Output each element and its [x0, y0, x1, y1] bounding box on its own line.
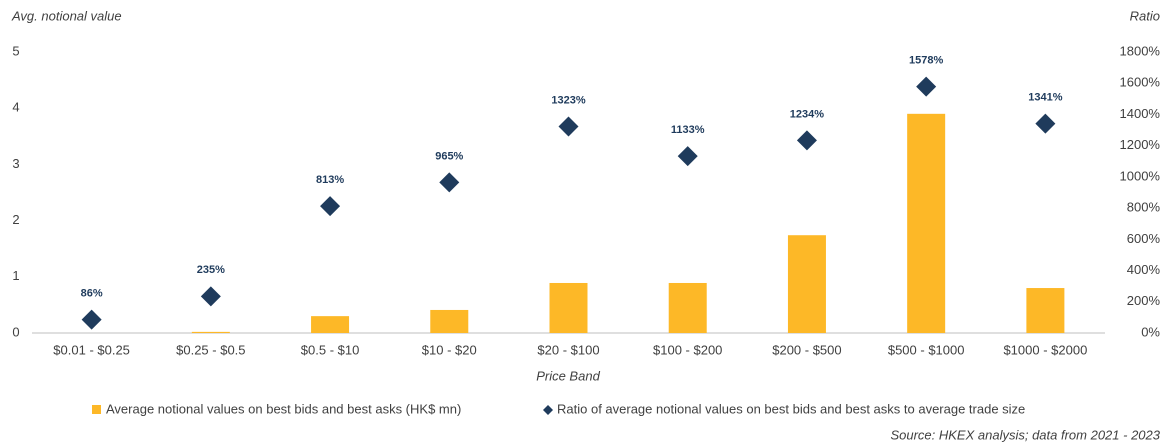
x-tick-label: $0.5 - $10: [301, 342, 360, 357]
bar: [311, 316, 350, 333]
legend-swatch: [92, 405, 101, 414]
y-tick-label: 5: [12, 43, 19, 58]
y2-tick-label: 1400%: [1120, 106, 1161, 121]
legend-label: Ratio of average notional values on best…: [557, 401, 1025, 416]
y2-tick-label: 0%: [1141, 324, 1160, 339]
bar: [430, 309, 469, 333]
y2-tick-label: 1800%: [1120, 43, 1161, 58]
data-label: 1341%: [1028, 92, 1062, 104]
y2-tick-label: 1600%: [1120, 75, 1161, 90]
x-tick-label: $200 - $500: [772, 342, 841, 357]
data-label: 1234%: [790, 108, 824, 120]
x-tick-label: $0.25 - $0.5: [176, 342, 245, 357]
y2-tick-label: 800%: [1127, 200, 1161, 215]
data-label: 1133%: [671, 124, 705, 136]
y2-tick-label: 600%: [1127, 231, 1161, 246]
data-label: 1323%: [551, 94, 585, 106]
x-tick-label: $0.01 - $0.25: [53, 342, 130, 357]
bar: [787, 235, 826, 333]
y-tick-label: 0: [12, 324, 19, 339]
bar: [191, 331, 230, 333]
x-tick-label: $100 - $200: [653, 342, 722, 357]
diamond-marker: [677, 146, 698, 167]
y-axis-title: Avg. notional value: [11, 8, 122, 23]
diamond-marker: [1035, 113, 1056, 134]
diamond-marker: [796, 130, 817, 151]
x-tick-label: $1000 - $2000: [1003, 342, 1087, 357]
diamond-marker: [916, 76, 937, 97]
data-label: 1578%: [909, 55, 943, 67]
diamond-marker: [320, 196, 341, 217]
diamond-marker: [81, 309, 102, 330]
legend-swatch: [543, 405, 553, 415]
diamond-marker: [439, 172, 460, 193]
data-label: 813%: [316, 174, 344, 186]
y2-tick-label: 1200%: [1120, 137, 1161, 152]
data-label: 86%: [81, 287, 103, 299]
diamond-marker: [200, 286, 221, 307]
bar: [549, 282, 588, 333]
bar: [907, 113, 946, 333]
bar: [1026, 288, 1065, 333]
y2-tick-label: 1000%: [1120, 168, 1161, 183]
y2-tick-label: 400%: [1127, 262, 1161, 277]
y-tick-label: 3: [12, 156, 19, 171]
y-tick-label: 2: [12, 212, 19, 227]
bar: [668, 282, 707, 333]
y-tick-label: 1: [12, 268, 19, 283]
x-tick-label: $500 - $1000: [888, 342, 965, 357]
data-label: 235%: [197, 264, 225, 276]
legend-label: Average notional values on best bids and…: [106, 401, 461, 416]
y-tick-label: 4: [12, 100, 19, 115]
x-axis-title: Price Band: [536, 368, 600, 383]
x-tick-label: $20 - $100: [537, 342, 599, 357]
data-label: 965%: [435, 150, 463, 162]
x-tick-label: $10 - $20: [422, 342, 477, 357]
y2-axis-title: Ratio: [1130, 8, 1160, 23]
y2-tick-label: 200%: [1127, 293, 1161, 308]
source-note: Source: HKEX analysis; data from 2021 - …: [890, 427, 1160, 442]
diamond-marker: [558, 116, 579, 137]
